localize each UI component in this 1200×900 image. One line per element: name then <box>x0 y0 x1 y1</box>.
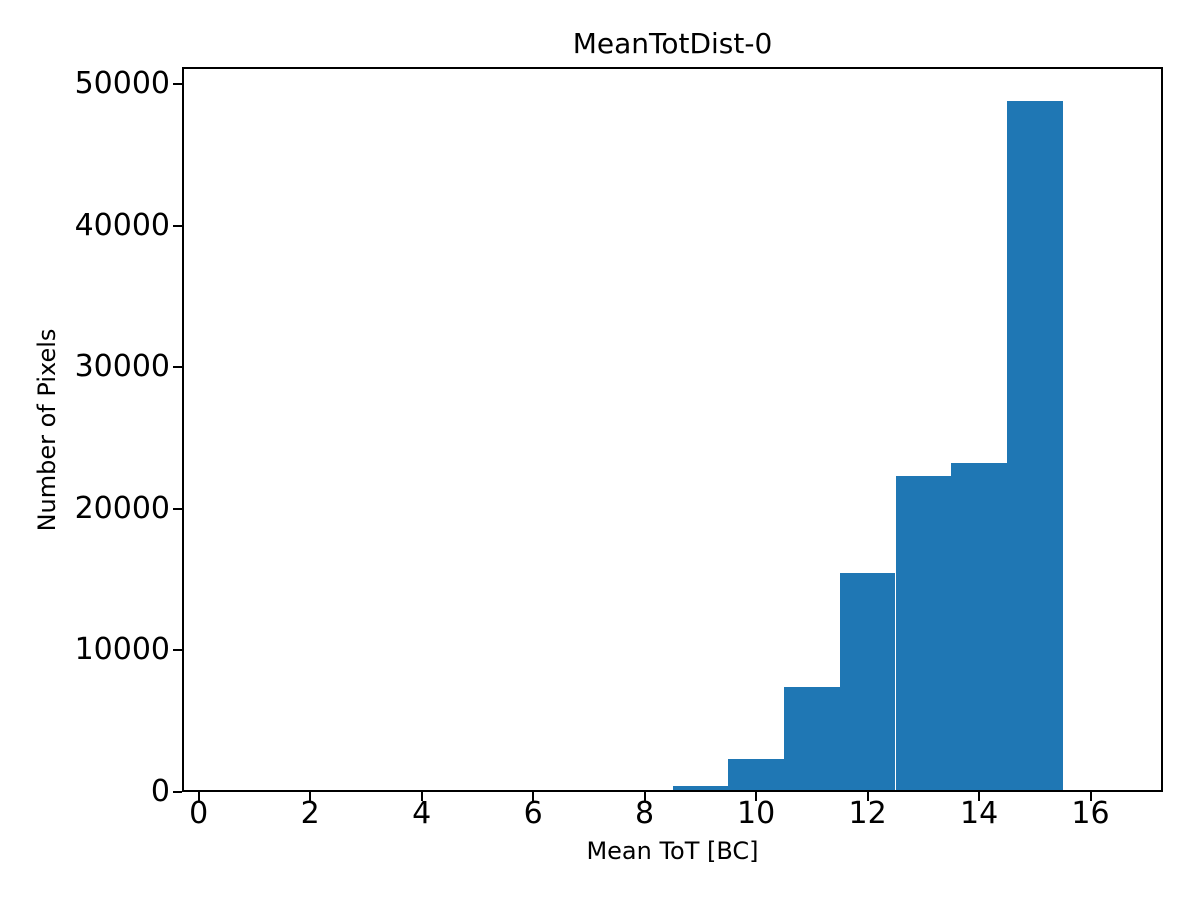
x-tick-label: 16 <box>1071 796 1110 831</box>
x-axis-label: Mean ToT [BC] <box>586 837 759 865</box>
histogram-bar <box>784 686 840 792</box>
y-tick-mark <box>173 83 182 85</box>
x-tick-label: 14 <box>960 796 999 831</box>
x-tick-mark <box>755 792 758 801</box>
y-tick-mark <box>173 507 182 510</box>
x-tick-mark <box>866 792 869 801</box>
histogram-bar <box>839 572 896 792</box>
x-tick-mark <box>420 792 423 801</box>
x-tick-mark <box>197 792 200 801</box>
y-tick-label: 40000 <box>74 207 170 243</box>
x-tick-mark <box>978 792 981 801</box>
y-axis-label: Number of Pixels <box>33 328 61 532</box>
y-tick-label: 50000 <box>74 66 170 101</box>
y-tick-label: 10000 <box>74 632 170 668</box>
y-tick-mark <box>173 649 182 652</box>
histogram-bar <box>728 759 784 792</box>
x-tick-label: 6 <box>523 796 543 831</box>
x-tick-mark <box>309 792 312 801</box>
x-tick-label: 10 <box>737 796 776 831</box>
chart-title: MeanTotDist-0 <box>572 27 773 60</box>
y-tick-label: 0 <box>150 774 170 809</box>
x-tick-mark <box>532 792 535 801</box>
y-tick-mark <box>173 791 182 793</box>
x-tick-label: 0 <box>189 796 209 831</box>
x-tick-label: 2 <box>300 796 320 831</box>
x-tick-label: 4 <box>412 796 432 831</box>
y-tick-label: 20000 <box>74 490 170 526</box>
x-tick-label: 12 <box>848 796 887 831</box>
histogram-bar <box>672 786 729 792</box>
y-tick-mark <box>173 224 182 227</box>
histogram-bar <box>1006 101 1063 792</box>
histogram-bar <box>895 475 952 792</box>
x-tick-label: 8 <box>635 796 655 831</box>
x-tick-mark <box>643 792 646 801</box>
histogram-bar <box>951 462 1007 792</box>
y-tick-label: 30000 <box>74 349 170 385</box>
x-tick-mark <box>1089 792 1092 801</box>
y-tick-mark <box>173 366 182 369</box>
